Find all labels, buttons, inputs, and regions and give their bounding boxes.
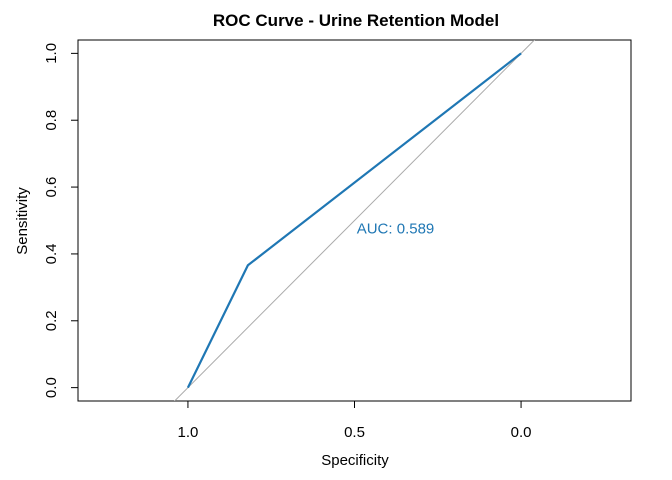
x-tick-label: 0.5 [344,424,365,441]
y-tick-label: 0.2 [43,310,60,331]
chart-title: ROC Curve - Urine Retention Model [213,11,499,30]
reference-diagonal [173,40,536,401]
y-tick-label: 0.0 [43,377,60,398]
x-axis-label: Specificity [321,452,389,469]
y-tick-label: 0.6 [43,177,60,198]
y-axis-label: Sensitivity [14,187,31,255]
auc-annotation: AUC: 0.589 [357,221,435,238]
series-group [186,52,522,389]
y-tick-label: 0.4 [43,243,60,264]
reference-diagonal-group [173,40,536,401]
x-tick-label: 0.0 [511,424,532,441]
y-axis: 0.0 0.2 0.4 0.6 0.8 1.0 [43,43,79,398]
x-axis: 1.0 0.5 0.0 [178,400,532,441]
y-tick-label: 0.8 [43,110,60,131]
y-tick-label: 1.0 [43,43,60,64]
x-tick-label: 1.0 [178,424,199,441]
